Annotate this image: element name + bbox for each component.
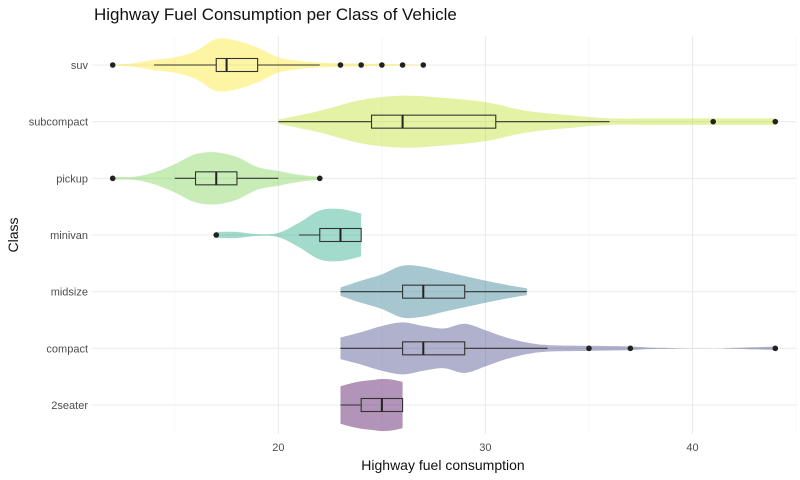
- outlier-point: [586, 345, 592, 352]
- outlier-point: [316, 175, 323, 182]
- y-tick-label: midsize: [51, 287, 88, 299]
- y-tick-label: compact: [46, 343, 88, 355]
- boxplot-minivan: [299, 227, 362, 243]
- violin-compact: [340, 322, 776, 375]
- outlier-point: [772, 345, 779, 352]
- boxplot-2seater: [340, 397, 404, 413]
- y-axis-title: Class: [5, 217, 21, 252]
- x-tick-label: 40: [686, 442, 698, 454]
- box: [370, 114, 497, 129]
- outlier-point: [109, 175, 116, 182]
- x-tick-labels: 20 30 40: [272, 442, 698, 454]
- box: [215, 57, 259, 73]
- violin-midsize: [340, 265, 527, 319]
- box: [402, 341, 466, 356]
- x-axis-title: Highway fuel consumption: [361, 457, 524, 473]
- boxplot-subcompact: [278, 114, 610, 129]
- outlier-point: [109, 62, 116, 68]
- outlier-point: [772, 118, 779, 125]
- outlier-point: [337, 62, 344, 68]
- violin-minivan: [216, 208, 362, 262]
- outlier-point: [710, 118, 716, 125]
- y-tick-labels: 2seater compact midsize minivan pickup subcom…: [29, 60, 89, 412]
- y-tick-label: subcompact: [29, 117, 88, 129]
- boxplot-pickup: [174, 171, 279, 186]
- box: [402, 284, 466, 299]
- x-tick-label: 20: [272, 442, 284, 454]
- outlier-point: [420, 62, 427, 68]
- outlier-point: [399, 62, 406, 68]
- violin-2seater: [340, 378, 403, 432]
- y-tick-label: suv: [71, 60, 89, 72]
- boxplots: [154, 57, 610, 413]
- outlier-point: [379, 62, 385, 68]
- outlier-point: [627, 345, 634, 352]
- y-tick-label: 2seater: [51, 400, 88, 412]
- outlier-point: [358, 62, 364, 68]
- chart-title: Highway Fuel Consumption per Class of Ve…: [94, 5, 457, 24]
- grid-lines: [92, 36, 797, 434]
- boxplot-compact: [340, 341, 548, 356]
- outlier-points: [109, 62, 779, 352]
- boxplot-midsize: [340, 284, 527, 299]
- y-tick-label: pickup: [56, 173, 88, 185]
- x-tick-label: 30: [479, 442, 491, 454]
- boxplot-suv: [154, 57, 320, 73]
- y-tick-label: minivan: [50, 230, 88, 242]
- outlier-point: [213, 232, 220, 238]
